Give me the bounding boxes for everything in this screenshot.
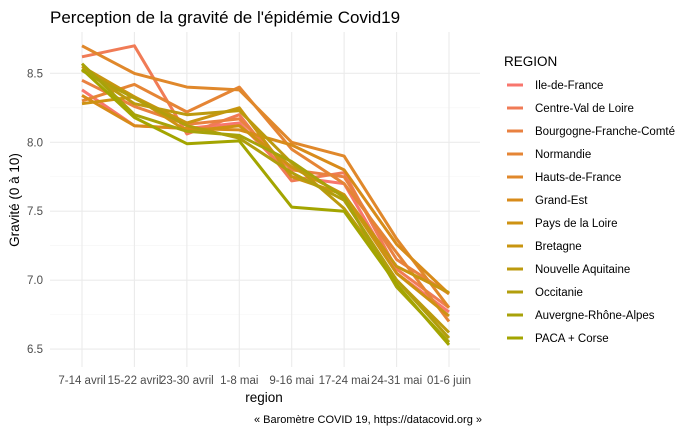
legend-label: Occitanie: [535, 287, 583, 299]
legend-label: Grand-Est: [535, 195, 588, 207]
legend-label: Hauts-de-France: [535, 172, 621, 184]
x-axis-label: region: [245, 390, 283, 405]
y-tick-labels: 6.5 7.0 7.5 8.0 8.5: [27, 68, 43, 356]
legend: Ile-de-France Centre-Val de Loire Bourgogn…: [507, 80, 675, 345]
x-tick-label: 23-30 avril: [160, 375, 214, 387]
y-axis-label: Gravité (0 à 10): [7, 153, 22, 247]
legend-label: Centre-Val de Loire: [535, 103, 634, 115]
y-tick-label: 7.5: [27, 206, 43, 218]
x-tick-label: 7-14 avril: [58, 375, 105, 387]
legend-label: Auvergne-Rhône-Alpes: [535, 310, 655, 322]
plot-grid: [50, 32, 480, 367]
legend-label: Normandie: [535, 149, 591, 161]
y-tick-label: 8.5: [27, 68, 43, 80]
legend-label: Ile-de-France: [535, 80, 603, 92]
legend-title: REGION: [504, 54, 557, 69]
legend-label: PACA + Corse: [535, 333, 609, 345]
legend-label: Nouvelle Aquitaine: [535, 264, 630, 276]
legend-label: Bourgogne-Franche-Comté: [535, 126, 675, 138]
x-tick-label: 17-24 mai: [319, 375, 370, 387]
chart-caption: « Baromètre COVID 19, https://datacovid.…: [254, 414, 482, 426]
chart-title: Perception de la gravité de l'épidémie C…: [50, 8, 400, 27]
series-layer: [80, 44, 451, 346]
y-tick-label: 6.5: [27, 344, 43, 356]
x-tick-label: 24-31 mai: [371, 375, 422, 387]
series-line: [80, 68, 451, 346]
x-tick-label: 15-22 avril: [108, 375, 162, 387]
x-tick-label: 01-6 juin: [427, 375, 471, 387]
legend-label: Pays de la Loire: [535, 218, 617, 230]
x-tick-label: 1-8 mai: [220, 375, 258, 387]
y-tick-label: 8.0: [27, 137, 43, 149]
legend-label: Bretagne: [535, 241, 582, 253]
series-line: [81, 69, 451, 340]
x-tick-label: 9-16 mai: [269, 375, 314, 387]
series-line: [81, 44, 451, 309]
y-tick-label: 7.0: [27, 275, 43, 287]
